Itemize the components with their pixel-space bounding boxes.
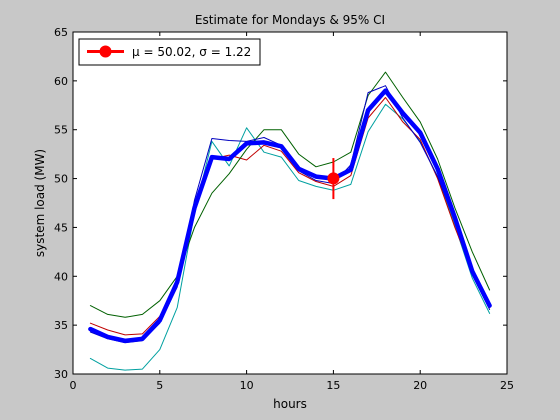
y-axis-label: system load (MW) — [33, 149, 47, 257]
y-tick-label-50: 50 — [54, 173, 68, 186]
plot-frame — [72, 31, 508, 375]
x-axis-label: hours — [273, 397, 307, 411]
legend-marker-swatch — [99, 45, 112, 58]
x-tick-label-20: 20 — [413, 379, 427, 392]
legend: μ = 50.02, σ = 1.22 — [78, 38, 261, 66]
y-tick-label-35: 35 — [54, 319, 68, 332]
estimate-layer — [327, 158, 340, 200]
legend-label: μ = 50.02, σ = 1.22 — [132, 45, 251, 59]
y-tick-label-30: 30 — [54, 368, 68, 381]
x-tick-label-15: 15 — [326, 379, 340, 392]
series-line-5 — [88, 88, 492, 344]
ticks-layer: 0 5 10 15 20 25 30 35 40 45 50 55 60 65 — [54, 26, 514, 392]
chart-title: Estimate for Mondays & 95% CI — [195, 13, 385, 27]
series-line-3 — [89, 71, 491, 318]
x-tick-label-25: 25 — [500, 379, 514, 392]
y-tick-label-65: 65 — [54, 26, 68, 39]
series-line-2 — [89, 97, 491, 336]
x-tick-label-0: 0 — [70, 379, 77, 392]
y-tick-label-55: 55 — [54, 124, 68, 137]
series-layer — [88, 71, 492, 371]
y-tick-label-40: 40 — [54, 270, 68, 283]
plot-area — [73, 32, 507, 374]
estimate-point — [327, 172, 340, 185]
y-tick-label-60: 60 — [54, 75, 68, 88]
x-tick-label-5: 5 — [156, 379, 163, 392]
x-tick-label-10: 10 — [240, 379, 254, 392]
y-tick-label-45: 45 — [54, 221, 68, 234]
